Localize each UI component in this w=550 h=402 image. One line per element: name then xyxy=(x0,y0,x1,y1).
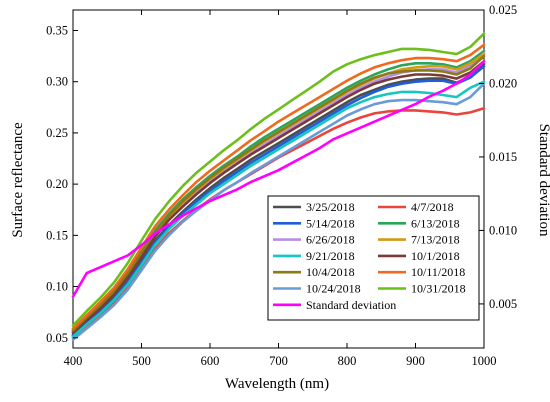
legend-label: 4/7/2018 xyxy=(411,200,454,214)
y2-axis-title: Standard deviation xyxy=(536,124,550,237)
y-tick-label: 0.15 xyxy=(46,228,68,242)
legend-label: 5/14/2018 xyxy=(306,216,355,230)
y-tick-label: 0.25 xyxy=(46,126,68,140)
legend-label: 10/4/2018 xyxy=(306,265,355,279)
x-axis-title: Wavelength (nm) xyxy=(225,376,329,392)
x-tick-label: 600 xyxy=(201,354,220,368)
legend-label: Standard deviation xyxy=(306,298,396,312)
y2-tick-label: 0.025 xyxy=(489,3,517,17)
legend-label: 10/11/2018 xyxy=(411,265,465,279)
x-tick-label: 500 xyxy=(132,354,151,368)
y2-tick-label: 0.005 xyxy=(489,297,517,311)
x-tick-label: 800 xyxy=(338,354,357,368)
legend-label: 3/25/2018 xyxy=(306,200,355,214)
y2-tick-label: 0.010 xyxy=(489,223,517,237)
legend-label: 6/26/2018 xyxy=(306,233,355,247)
series-line-8 xyxy=(71,59,486,334)
legend-label: 7/13/2018 xyxy=(411,233,460,247)
series-line-7 xyxy=(71,80,486,338)
series-line-11 xyxy=(71,82,486,342)
series-line-12 xyxy=(71,32,486,327)
x-tick-label: 900 xyxy=(406,354,425,368)
y-tick-label: 0.20 xyxy=(46,177,68,191)
series-line-9 xyxy=(71,54,486,332)
legend-label: 10/1/2018 xyxy=(411,249,460,263)
y-tick-label: 0.35 xyxy=(46,23,68,37)
legend-label: 10/24/2018 xyxy=(306,282,361,296)
y-tick-label: 0.05 xyxy=(46,331,68,345)
y-tick-label: 0.10 xyxy=(46,280,68,294)
legend-label: 9/21/2018 xyxy=(306,249,355,263)
x-tick-label: 700 xyxy=(269,354,288,368)
legend-box xyxy=(267,195,480,321)
legend-label: 10/31/2018 xyxy=(411,282,466,296)
y2-tick-label: 0.020 xyxy=(489,76,517,90)
x-tick-label: 1000 xyxy=(472,354,497,368)
ticks-layer: 400 500 600 700 800 900 1000 0.05 0.10 0.15 0.20 0.… xyxy=(46,3,517,368)
y2-tick-label: 0.015 xyxy=(489,150,517,164)
series-layer xyxy=(71,32,486,342)
y-axis-title: Surface reflectance xyxy=(10,122,26,238)
legend: 3/25/2018 4/7/2018 5/14/2018 6/13/2018 6/26/… xyxy=(267,195,480,321)
series-line-13 xyxy=(71,60,486,298)
x-tick-label: 400 xyxy=(64,354,83,368)
y-tick-label: 0.30 xyxy=(46,75,68,89)
legend-label: 6/13/2018 xyxy=(411,216,460,230)
series-line-10 xyxy=(71,43,486,330)
